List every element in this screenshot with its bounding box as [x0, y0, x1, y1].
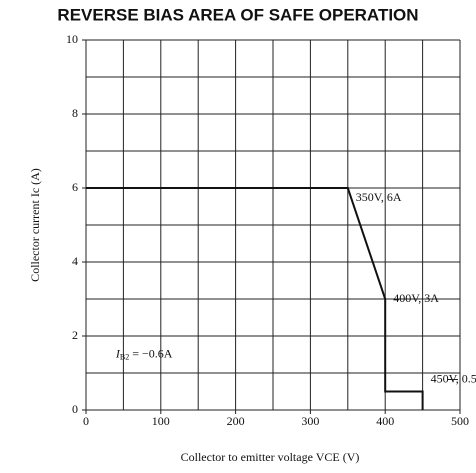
y-tick-label: 6: [72, 180, 78, 194]
x-tick-label: 100: [152, 414, 170, 428]
x-tick-label: 500: [451, 414, 469, 428]
condition-label: IB2 = −0.6A: [115, 346, 173, 361]
condition-rest: = −0.6A: [129, 346, 173, 360]
y-axis-label: Collector current Ic (A): [28, 168, 42, 282]
y-tick-label: 8: [72, 106, 78, 120]
condition-sub: B2: [120, 352, 129, 361]
annotation: 350V, 6A: [356, 190, 402, 204]
y-tick-label: 0: [72, 402, 78, 416]
y-tick-label: 2: [72, 328, 78, 342]
y-tick-label: 4: [72, 254, 78, 268]
line: [86, 187, 424, 410]
annotation: 400V, 3A: [393, 291, 439, 305]
y-tick-label: 10: [66, 32, 78, 46]
annotation: 450V, 0.5A: [431, 371, 476, 385]
condition-symbol: I: [115, 346, 121, 360]
x-tick-label: 0: [83, 414, 89, 428]
x-tick-label: 300: [301, 414, 319, 428]
x-tick-label: 400: [376, 414, 394, 428]
x-tick-label: 200: [227, 414, 245, 428]
chart-title: REVERSE BIAS AREA OF SAFE OPERATION: [57, 5, 418, 24]
x-axis-label: Collector to emitter voltage VCE (V): [181, 450, 360, 464]
